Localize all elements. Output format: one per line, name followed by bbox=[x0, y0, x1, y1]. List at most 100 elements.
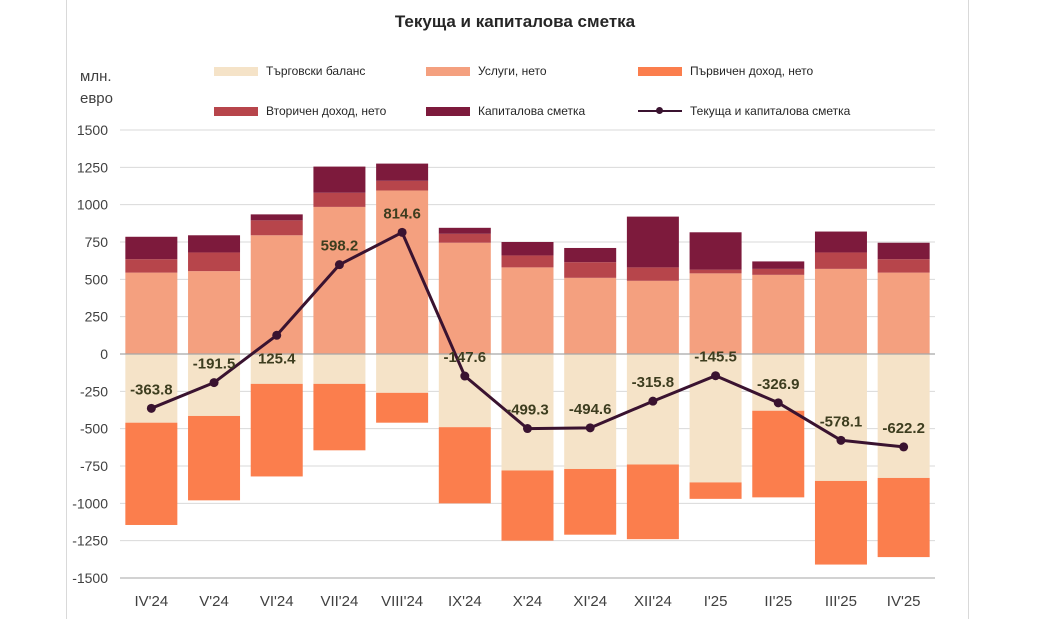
bar-segment bbox=[814, 231, 867, 253]
bar-segment bbox=[814, 480, 867, 565]
bar-segment bbox=[438, 233, 491, 243]
line-point bbox=[899, 442, 909, 452]
bar-segment bbox=[877, 477, 930, 558]
data-label: -147.6 bbox=[444, 349, 487, 366]
bar-segment bbox=[188, 235, 241, 253]
y-axis-label: млн. евро bbox=[80, 66, 130, 110]
y-tick-label: -1500 bbox=[72, 570, 108, 586]
line-point bbox=[773, 398, 783, 408]
data-label: -145.5 bbox=[694, 349, 737, 366]
y-tick-label: -500 bbox=[80, 421, 108, 437]
legend-swatch bbox=[214, 106, 258, 116]
bar-segment bbox=[626, 216, 679, 268]
legend-label: Текуща и капиталова сметка bbox=[690, 104, 851, 118]
x-tick-label: VII'24 bbox=[320, 593, 358, 610]
line-point bbox=[209, 378, 219, 388]
y-tick-label: 1000 bbox=[77, 197, 108, 213]
line-point bbox=[146, 403, 156, 413]
line-point bbox=[836, 435, 846, 445]
bar-segment bbox=[188, 415, 241, 501]
bar-segment bbox=[752, 274, 805, 354]
bar-segment bbox=[125, 236, 178, 260]
bar-segment bbox=[752, 410, 805, 498]
y-tick-label: 500 bbox=[85, 271, 109, 287]
bar-segment bbox=[564, 277, 617, 354]
bar-segment bbox=[376, 392, 429, 423]
legend-item-secondary-income: Вторичен доход, нето bbox=[214, 104, 386, 118]
bar-segment bbox=[814, 354, 867, 481]
legend-swatch bbox=[426, 106, 470, 116]
bar-segment bbox=[752, 261, 805, 269]
x-tick-label: III'25 bbox=[825, 593, 857, 610]
bar-segment bbox=[313, 166, 366, 193]
y-tick-label: 250 bbox=[85, 309, 109, 325]
x-tick-label: IX'24 bbox=[448, 593, 482, 610]
bar-segment bbox=[626, 267, 679, 281]
bar-segment bbox=[188, 252, 241, 272]
data-label: -191.5 bbox=[193, 356, 236, 373]
y-tick-label: -750 bbox=[80, 458, 108, 474]
y-tick-label: -1250 bbox=[72, 533, 108, 549]
bar-segment bbox=[438, 227, 491, 234]
x-tick-label: XII'24 bbox=[634, 593, 672, 610]
data-label: -578.1 bbox=[820, 413, 863, 430]
data-label: -326.9 bbox=[757, 376, 800, 393]
bar-segment bbox=[564, 262, 617, 278]
bar-segment bbox=[376, 354, 429, 393]
y-axis-label-line2: евро bbox=[80, 90, 113, 107]
x-tick-label: I'25 bbox=[704, 593, 728, 610]
x-tick-label: V'24 bbox=[199, 593, 229, 610]
bar-segment bbox=[689, 269, 742, 274]
bar-segment bbox=[501, 242, 554, 256]
legend-item-trade-balance: Търговски баланс bbox=[214, 64, 365, 78]
bar-segment bbox=[814, 268, 867, 354]
line-point bbox=[334, 260, 344, 270]
x-tick-label: II'25 bbox=[764, 593, 792, 610]
bar-segment bbox=[438, 427, 491, 504]
data-label: -315.8 bbox=[632, 374, 675, 391]
bar-segment bbox=[689, 482, 742, 499]
chart-frame-right bbox=[968, 0, 969, 619]
legend-swatch bbox=[638, 66, 682, 76]
data-label: -622.2 bbox=[882, 420, 925, 437]
bar-segment bbox=[250, 383, 303, 477]
y-tick-label: -250 bbox=[80, 383, 108, 399]
data-label: 125.4 bbox=[258, 350, 296, 367]
line-point bbox=[272, 330, 282, 340]
legend-label: Вторичен доход, нето bbox=[266, 104, 387, 118]
bar-segment bbox=[313, 383, 366, 451]
bar-segment bbox=[125, 259, 178, 273]
line-point bbox=[460, 371, 470, 381]
bar-segment bbox=[376, 180, 429, 191]
bar-segment bbox=[564, 247, 617, 263]
data-label: -363.8 bbox=[130, 381, 173, 398]
bar-segment bbox=[313, 206, 366, 354]
bar-segment bbox=[814, 252, 867, 269]
y-tick-label: 1500 bbox=[77, 122, 108, 138]
legend-item-primary-income: Първичен доход, нето bbox=[638, 64, 813, 78]
legend-label: Търговски баланс bbox=[266, 64, 366, 78]
bar-segment bbox=[564, 468, 617, 535]
data-label: 814.6 bbox=[383, 205, 421, 222]
legend-label: Услуги, нето bbox=[478, 64, 547, 78]
bar-segment bbox=[626, 280, 679, 354]
line-point bbox=[711, 371, 721, 381]
x-tick-label: VI'24 bbox=[260, 593, 294, 610]
bar-segment bbox=[752, 268, 805, 275]
x-tick-label: IV'24 bbox=[134, 593, 168, 610]
x-tick-label: XI'24 bbox=[573, 593, 607, 610]
bar-segment bbox=[689, 232, 742, 270]
bar-segment bbox=[501, 470, 554, 541]
data-label: 598.2 bbox=[321, 238, 359, 255]
bar-segment bbox=[501, 255, 554, 268]
bar-segment bbox=[250, 354, 303, 384]
legend-swatch bbox=[214, 66, 258, 76]
line-point bbox=[397, 227, 407, 237]
bar-segment bbox=[188, 271, 241, 354]
bar-segment bbox=[877, 354, 930, 478]
bar-segment bbox=[250, 214, 303, 221]
bar-segment bbox=[877, 272, 930, 354]
legend-item-capital-account: Капиталова сметка bbox=[426, 104, 585, 118]
bar-segment bbox=[626, 464, 679, 540]
